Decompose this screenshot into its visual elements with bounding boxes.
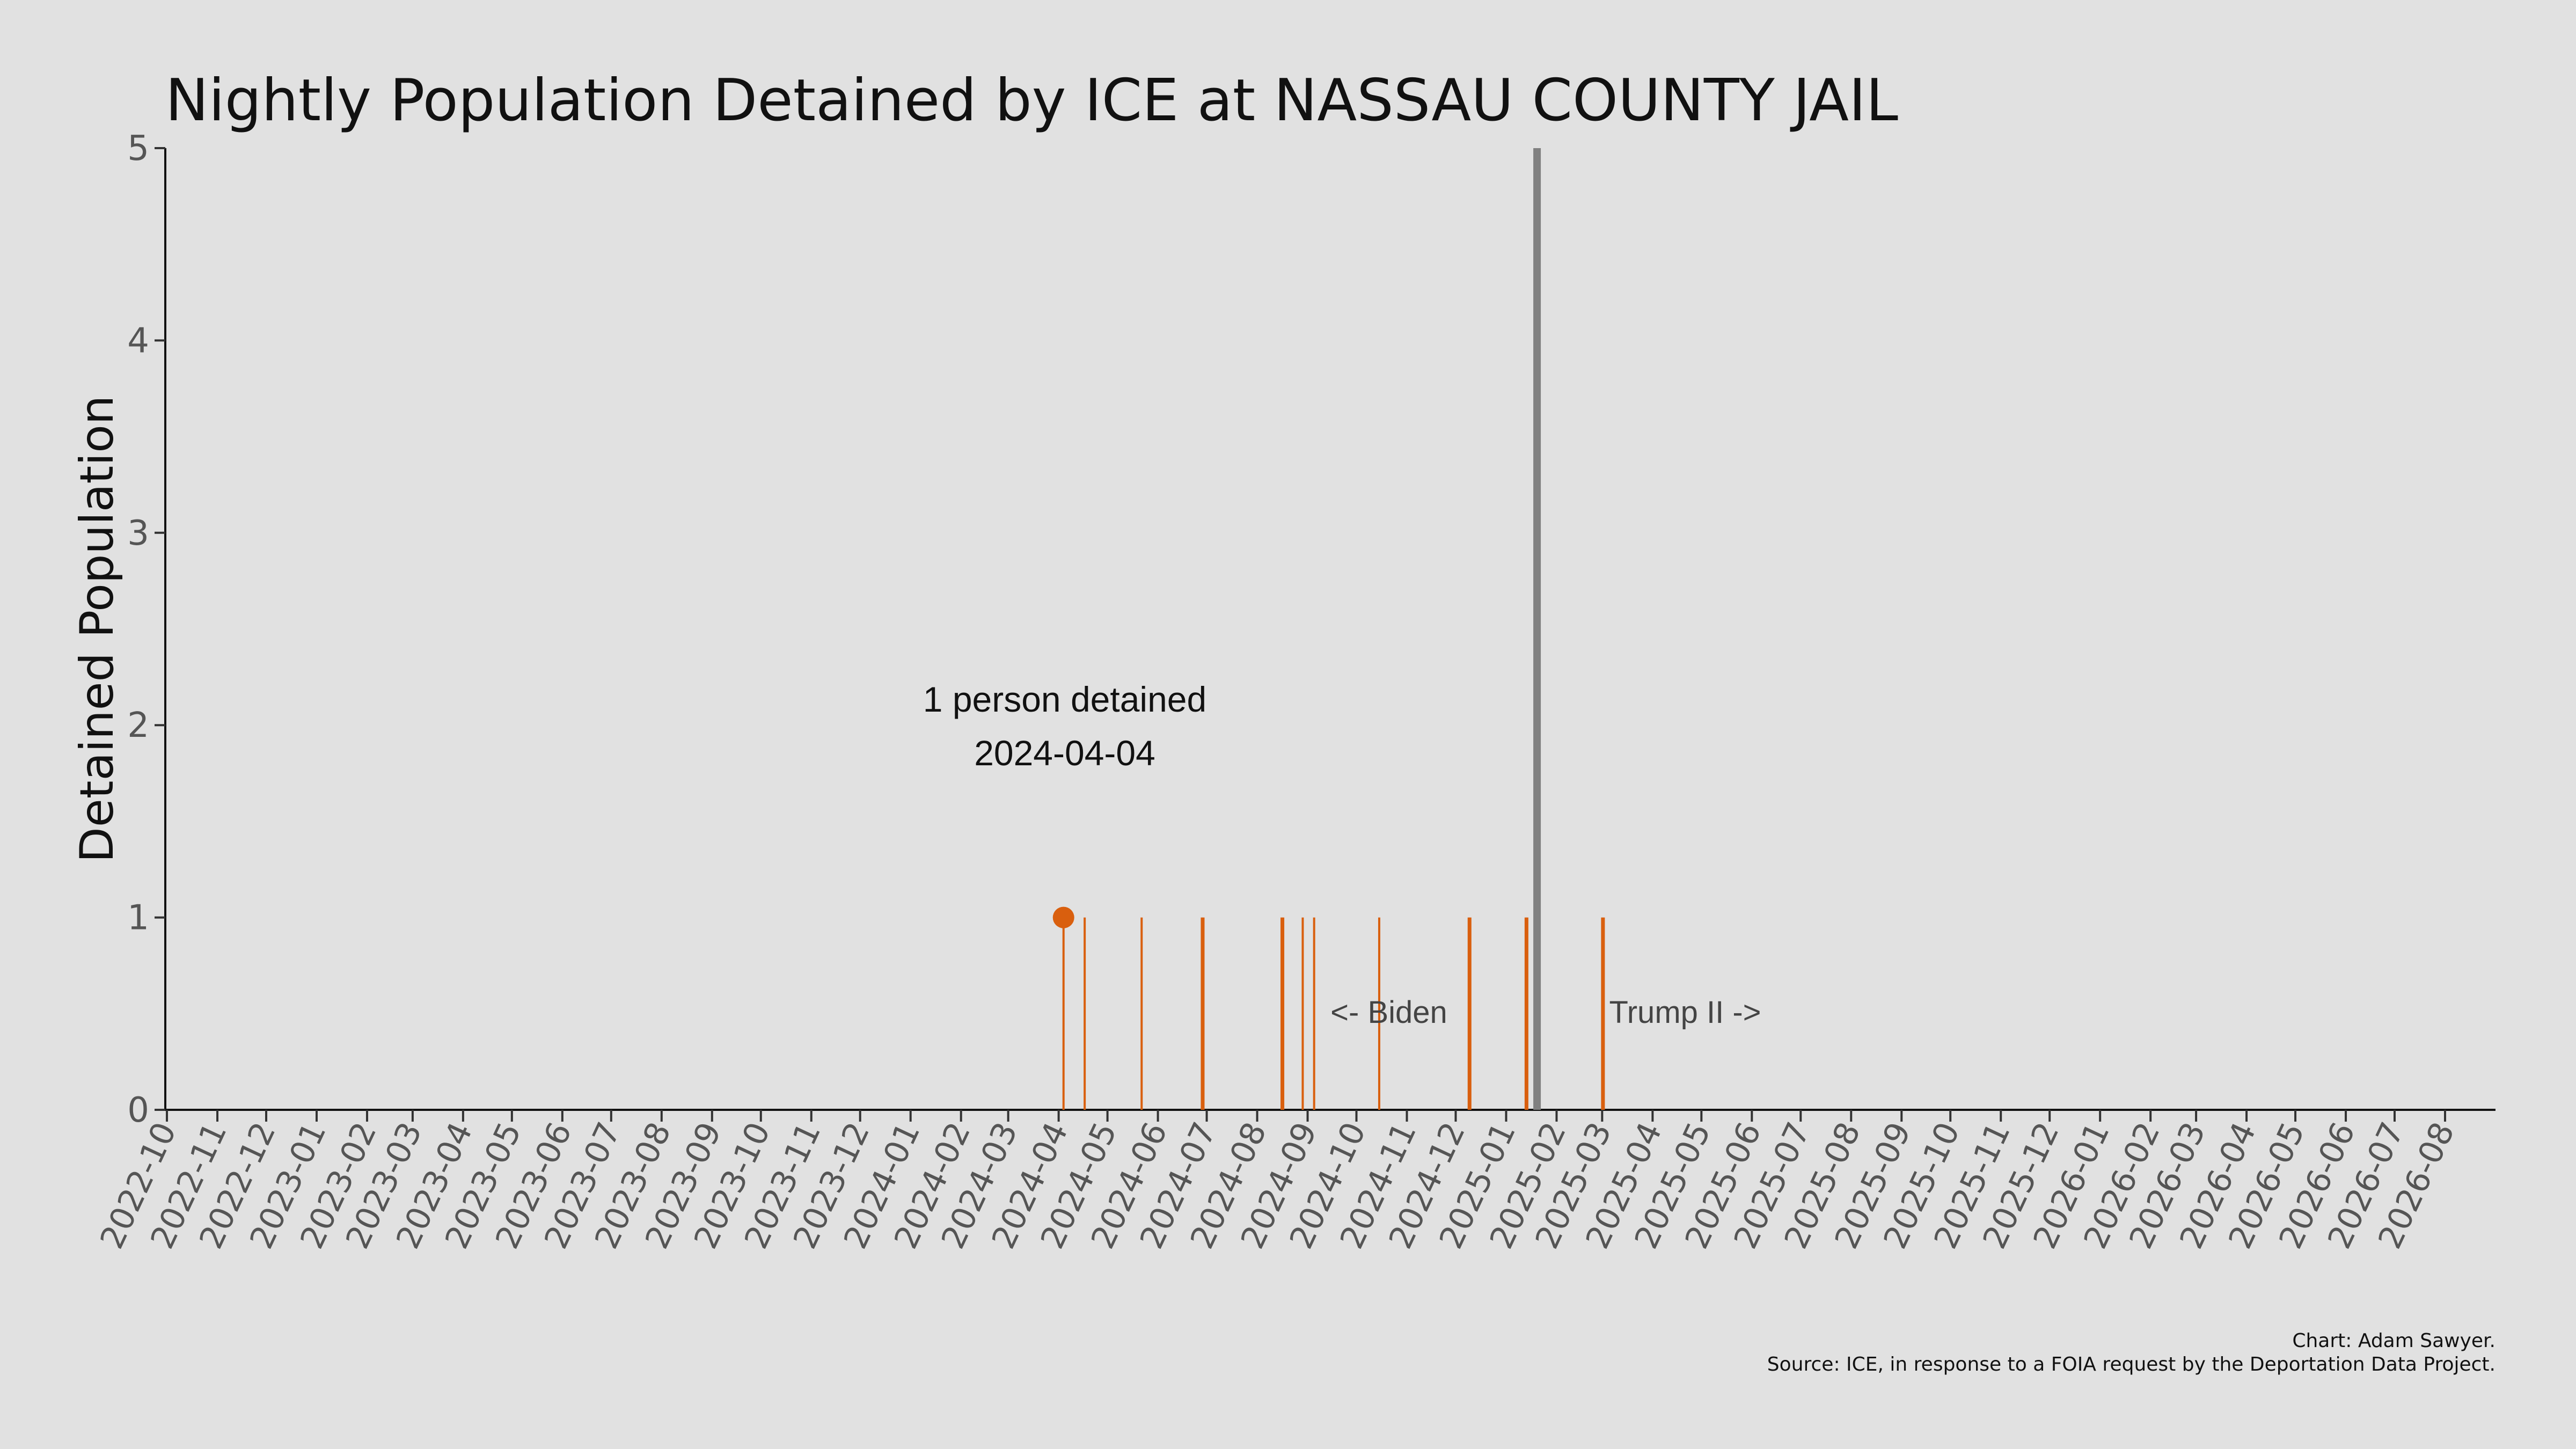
highlight-label-date: 2024-04-04 xyxy=(974,733,1155,773)
caption: Chart: Adam Sawyer. Source: ICE, in resp… xyxy=(1767,1330,2496,1375)
y-tick-label: 1 xyxy=(127,898,149,938)
y-tick-label: 5 xyxy=(127,129,149,169)
caption-source: Source: ICE, in response to a FOIA reque… xyxy=(1767,1353,2496,1375)
caption-credit: Chart: Adam Sawyer. xyxy=(2292,1330,2496,1352)
highlight-label-count: 1 person detained xyxy=(923,679,1206,719)
y-tick-label: 4 xyxy=(127,321,149,361)
y-axis-label: Detained Population xyxy=(70,396,124,863)
biden-era-label: <- Biden xyxy=(1330,995,1447,1030)
trump-era-label: Trump II -> xyxy=(1609,995,1761,1030)
annotations: 1 person detained 2024-04-04 <- Biden Tr… xyxy=(923,679,1761,1030)
y-tick-label: 3 xyxy=(127,514,149,553)
plot-area: 0123452022-102022-112022-122023-012023-0… xyxy=(93,129,2496,1255)
y-tick-label: 2 xyxy=(127,706,149,745)
highlight-point xyxy=(1052,906,1074,928)
y-tick-label: 0 xyxy=(127,1091,149,1130)
chart-title: Nightly Population Detained by ICE at NA… xyxy=(165,67,1898,134)
